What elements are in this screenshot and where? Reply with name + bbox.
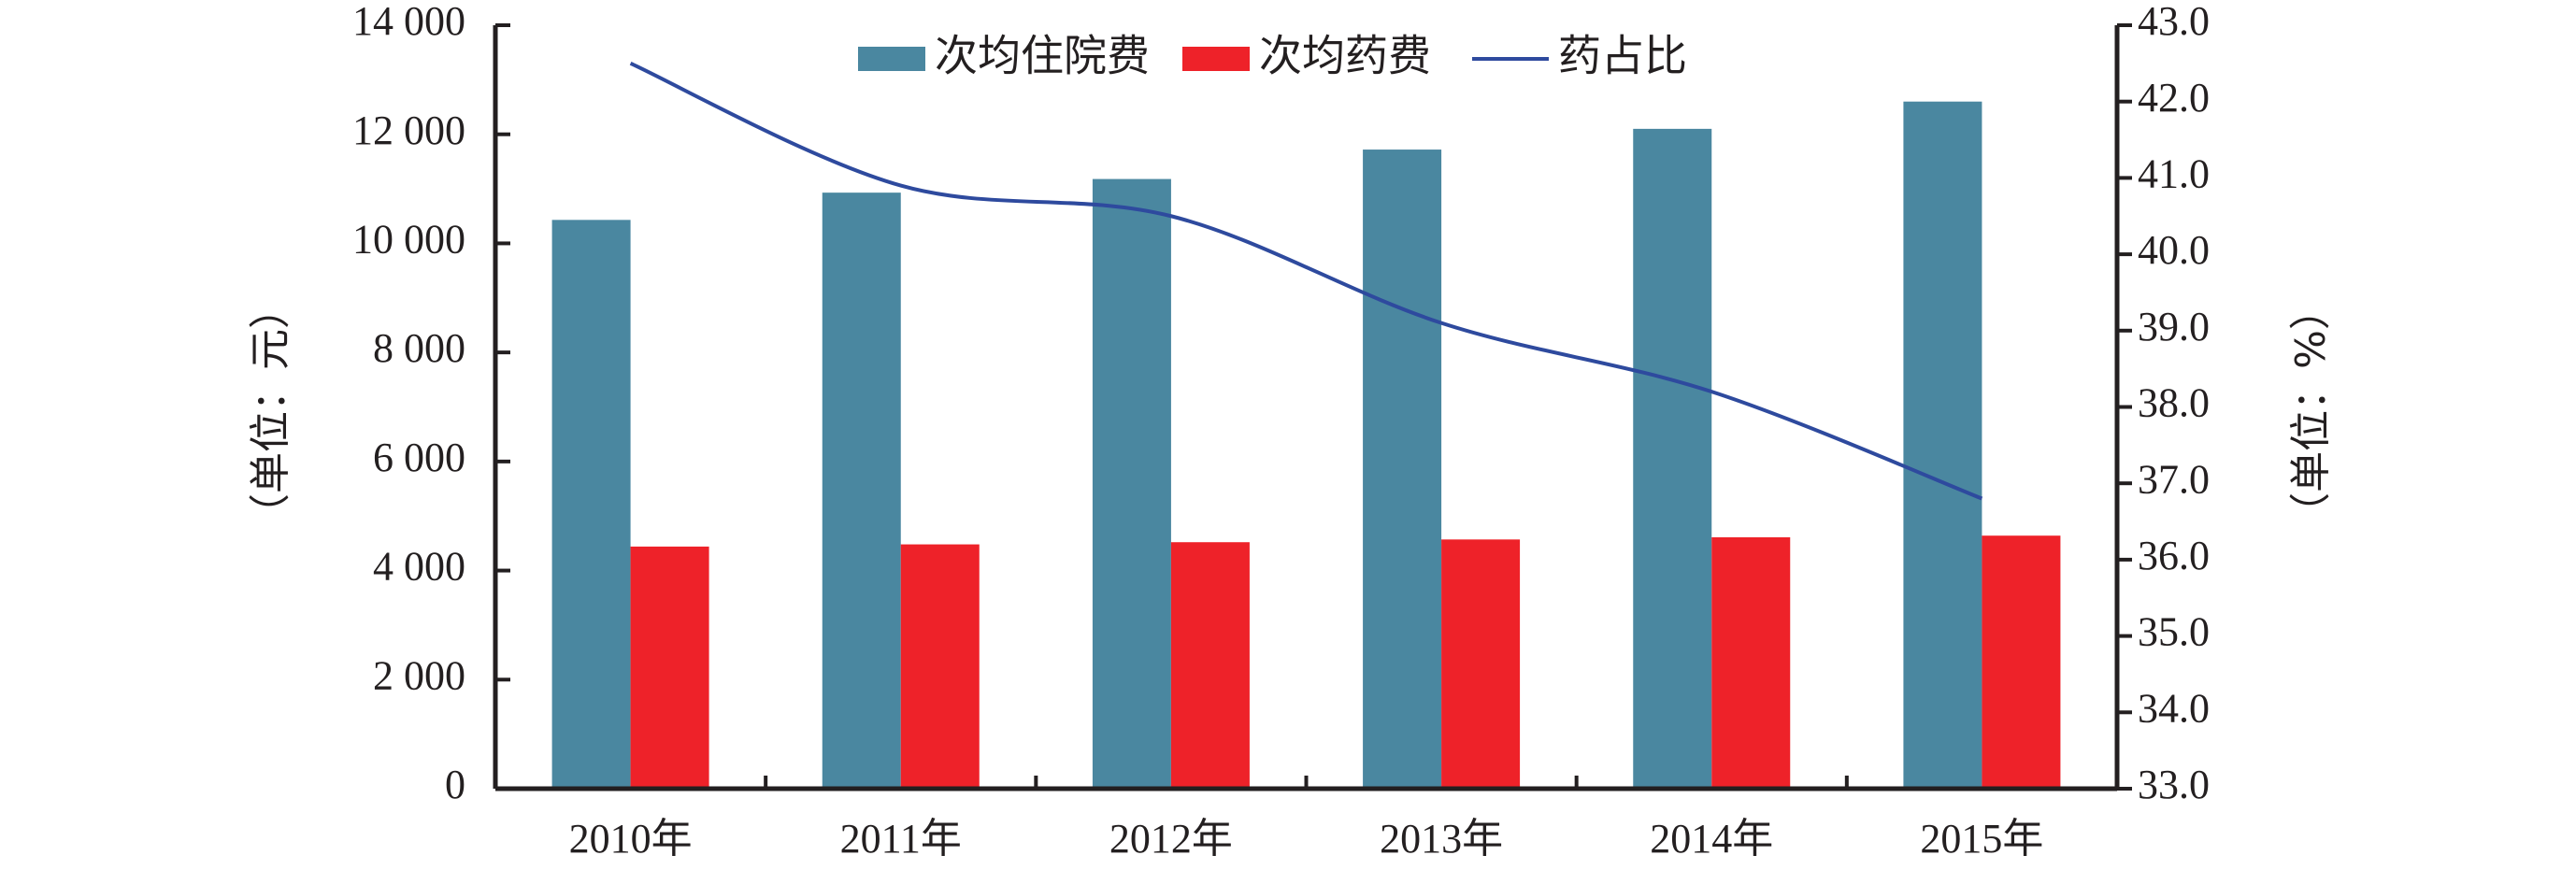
bar-drug-1 [630,546,709,789]
legend: 次均住院费 次均药费 药占比 [858,31,1687,81]
legend-swatch-2 [1182,47,1250,71]
y-tick-label-left: 6 000 [373,435,465,480]
y-tick-label-left: 10 000 [352,217,465,263]
bar-inpatient-2 [822,192,901,789]
bars-layer [551,101,2061,790]
y-tick-label-right: 34.0 [2138,685,2210,731]
x-tick-label: 2014年 [1650,816,1773,862]
x-tick-label: 2012年 [1109,816,1233,862]
x-tick-label: 2011年 [840,816,962,862]
y-tick-label-right: 33.0 [2138,762,2210,807]
bar-drug-4 [1441,539,1521,789]
y-tick-label-right: 42.0 [2138,75,2210,121]
y-tick-label-right: 35.0 [2138,609,2210,655]
bar-inpatient-6 [1903,101,1982,789]
y-tick-label-left: 8 000 [373,325,465,371]
y-tick-label-left: 2 000 [373,652,465,698]
y-axis-title-right: （单位：%） [2287,289,2335,534]
bar-drug-2 [900,544,980,789]
y-tick-label-left: 4 000 [373,544,465,590]
y-tick-label-right: 39.0 [2138,304,2210,349]
legend-label-3: 药占比 [1558,31,1687,81]
y-tick-label-right: 41.0 [2138,150,2210,196]
bar-inpatient-5 [1633,128,1712,790]
x-tick-label: 2010年 [569,816,693,862]
bar-drug-3 [1170,542,1250,789]
y-tick-label-right: 37.0 [2138,456,2210,502]
y-tick-label-right: 43.0 [2138,0,2210,44]
bar-drug-5 [1711,536,1791,789]
y-axis-title-left: （单位：元） [247,288,294,535]
line-drug-ratio [629,62,1983,501]
legend-label-1: 次均住院费 [935,31,1150,81]
legend-label-2: 次均药费 [1259,31,1431,81]
bar-inpatient-3 [1092,178,1171,789]
x-tick-label: 2015年 [1920,816,2043,862]
bar-inpatient-4 [1363,150,1442,789]
y-tick-label-left: 12 000 [352,107,465,153]
y-tick-label-left: 0 [445,762,465,807]
axes-layer: 0 2 000 4 000 6 000 8 000 10 000 12 000 14 000 3… [352,0,2210,862]
legend-swatch-1 [858,47,925,71]
y-tick-label-right: 38.0 [2138,380,2210,426]
y-tick-label-right: 36.0 [2138,533,2210,578]
y-tick-label-left: 14 000 [352,0,465,44]
bar-drug-6 [1982,535,2061,789]
y-tick-label-right: 40.0 [2138,227,2210,273]
line-layer [629,62,1983,501]
x-tick-label: 2013年 [1380,816,1503,862]
bar-inpatient-1 [551,220,631,789]
